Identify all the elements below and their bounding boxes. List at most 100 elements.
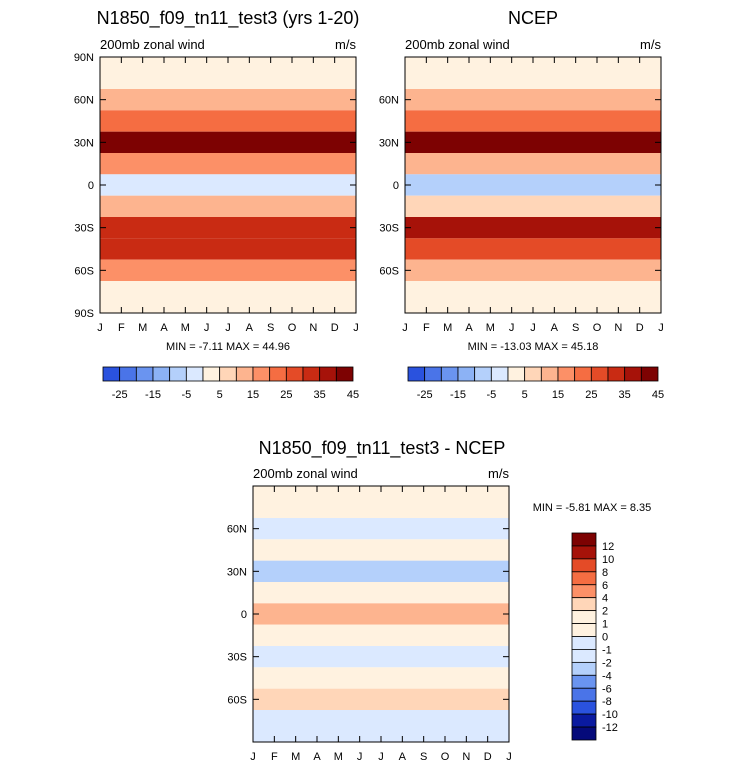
colorbar-box: [571, 661, 597, 676]
colorbar-label: -15: [145, 389, 161, 401]
min-max-stats: MIN = -5.81 MAX = 8.35: [533, 502, 652, 514]
colorbar-box: [285, 366, 304, 382]
colorbar-label: 25: [585, 389, 597, 401]
contour-band: [405, 259, 661, 281]
contour-band: [253, 646, 509, 668]
colorbar-box: [102, 366, 121, 382]
x-tick-label: J: [658, 322, 664, 334]
x-tick-label: D: [636, 322, 644, 334]
panel-subtitle-right: m/s: [640, 37, 661, 52]
panel-model: N1850_f09_tn11_test3 (yrs 1-20) 200mb zo…: [74, 8, 360, 401]
colorbar-box: [571, 726, 597, 741]
x-tick-label: J: [506, 751, 512, 763]
colorbar-box: [474, 366, 492, 382]
y-tick-label: 30S: [379, 223, 399, 235]
colorbar-box: [571, 532, 597, 547]
x-tick-label: J: [204, 322, 210, 334]
y-tick-label: 30S: [74, 223, 94, 235]
contour-band: [100, 110, 356, 132]
colorbar-label: -25: [112, 389, 128, 401]
x-tick-label: N: [462, 751, 470, 763]
x-tick-label: S: [572, 322, 579, 334]
panel-subtitle-left: 200mb zonal wind: [253, 466, 358, 481]
colorbar-box: [152, 366, 171, 382]
y-tick-label: 0: [88, 180, 94, 192]
colorbar-box: [571, 584, 597, 599]
colorbar-box: [235, 366, 254, 382]
colorbar-box: [440, 366, 459, 382]
colorbar-box: [169, 366, 187, 382]
colorbar-box: [640, 366, 659, 382]
contour-band: [253, 603, 509, 625]
x-tick-label: N: [614, 322, 622, 334]
x-tick-label: M: [443, 322, 452, 334]
colorbar-label: 2: [602, 606, 608, 618]
colorbar-label: 15: [247, 389, 259, 401]
contour-band: [253, 582, 509, 604]
colorbar-box: [624, 366, 642, 382]
colorbar-label: 6: [602, 580, 608, 592]
colorbar-box: [571, 674, 597, 689]
colorbar-label: -2: [602, 657, 612, 669]
x-tick-label: O: [593, 322, 602, 334]
colorbar-label: 25: [280, 389, 292, 401]
colorbar-box: [540, 366, 559, 382]
plot-area: [252, 485, 510, 743]
colorbar-box: [302, 366, 321, 382]
colorbar-label: 12: [602, 541, 614, 553]
x-tick-label: M: [486, 322, 495, 334]
colorbar: -25 -15 -5 5 15 25 35 45: [102, 366, 359, 401]
x-tick-label: D: [331, 322, 339, 334]
contour-band: [100, 259, 356, 281]
y-tick-label: 60S: [379, 265, 399, 277]
colorbar-label: 0: [602, 632, 608, 644]
colorbar-box: [571, 558, 597, 573]
colorbar-box: [507, 366, 526, 382]
x-tick-label: M: [138, 322, 147, 334]
y-tick-label: 60N: [379, 95, 399, 107]
panel-title: NCEP: [508, 8, 558, 28]
panel-title: N1850_f09_tn11_test3 - NCEP: [259, 438, 506, 459]
y-tick-label: 90S: [74, 308, 94, 320]
contour-band: [100, 238, 356, 260]
x-tick-label: M: [291, 751, 300, 763]
x-tick-label: A: [399, 751, 407, 763]
colorbar-label: -10: [602, 709, 618, 721]
y-tick-label: 60N: [227, 524, 247, 536]
y-tick-label: 60S: [74, 265, 94, 277]
panel-subtitle-right: m/s: [488, 466, 509, 481]
x-tick-label: J: [250, 751, 256, 763]
x-tick-label: F: [118, 322, 125, 334]
contour-band: [253, 667, 509, 689]
y-tick-label: 30N: [74, 137, 94, 149]
x-tick-label: A: [246, 322, 254, 334]
x-tick-label: D: [484, 751, 492, 763]
colorbar-label: -4: [602, 670, 612, 682]
contour-band: [100, 89, 356, 111]
colorbar-box: [185, 366, 204, 382]
colorbar-box: [571, 636, 597, 650]
contour-band: [253, 539, 509, 561]
y-tick-label: 90N: [74, 52, 94, 64]
colorbar-label: -25: [417, 389, 433, 401]
x-tick-label: J: [357, 751, 363, 763]
colorbar-box: [119, 366, 137, 382]
colorbar-box: [457, 366, 476, 382]
x-tick-label: J: [97, 322, 103, 334]
colorbar-box: [424, 366, 442, 382]
colorbar-box: [269, 366, 287, 382]
contour-band: [253, 624, 509, 646]
y-tick-label: 30N: [227, 566, 247, 578]
panel-subtitle-left: 200mb zonal wind: [100, 37, 205, 52]
colorbar-box: [557, 366, 576, 382]
y-tick-label: 60S: [227, 694, 247, 706]
colorbar-label: 5: [522, 389, 528, 401]
x-tick-label: J: [402, 322, 408, 334]
min-max-stats: MIN = -13.03 MAX = 45.18: [468, 341, 599, 353]
contour-band: [100, 153, 356, 175]
x-tick-label: J: [509, 322, 515, 334]
